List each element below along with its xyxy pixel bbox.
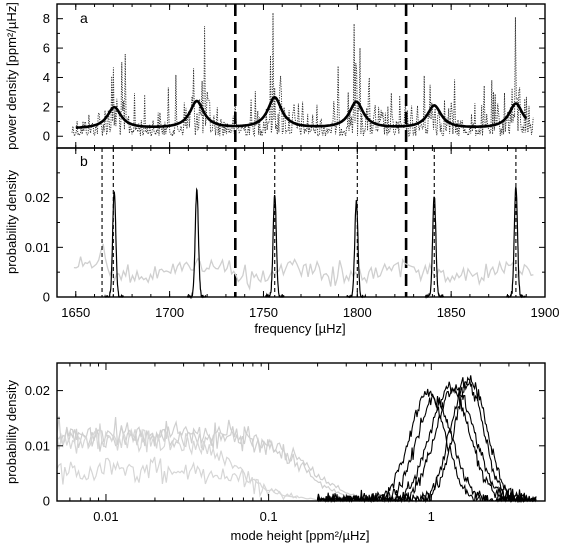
panel-a-letter: a [80,10,88,26]
series-mode-height [316,381,537,504]
series-grey-3 [56,423,298,499]
y-tick-label: 4 [43,70,50,85]
series-grey-probability [73,243,534,291]
y-tick-label: 0.02 [25,383,50,398]
series-fit [75,95,528,129]
panel-c-ylabel: probability density [4,379,19,484]
y-tick-label: 0 [43,290,50,305]
x-tick-label: 1800 [343,305,372,320]
panel-a-ylabel: power density [ppm²/µHz] [4,2,19,150]
series-mode-height [316,376,537,504]
x-tick-label: 1700 [155,305,184,320]
panel-c-frame [56,362,546,502]
x-tick-label: 1750 [249,305,278,320]
x-tick-label: 1900 [531,305,560,320]
series-power-spectrum [71,12,534,138]
y-tick-label: 2 [43,99,50,114]
series-mode-height [317,375,537,504]
x-tick-label: 1650 [61,305,90,320]
y-tick-label: 6 [43,41,50,56]
series-grey-2 [56,416,356,498]
series-grey-4 [56,456,317,501]
y-tick-label: 0.01 [25,240,50,255]
y-tick-label: 0.01 [25,438,50,453]
series-grey-1 [56,420,366,499]
x-tick-label: 0.01 [93,509,118,524]
mode-peak [186,187,207,300]
y-tick-label: 0 [43,129,50,144]
panel-b-xlabel: frequency [µHz] [254,321,345,336]
x-tick-label: 0.1 [260,509,278,524]
panel-b-letter: b [80,153,88,169]
panel-c: 0.01 0.1 1 0 0.01 0.02 probability density mode… [4,362,546,543]
x-tick-label: 1850 [437,305,466,320]
x-tick-label: 1 [428,509,435,524]
panel-b: 1650 1700 1750 1800 1850 1900 0 0.01 0.02 b probab… [4,147,560,336]
panel-b-ylabel: probability density [4,169,19,274]
y-tick-label: 0 [43,494,50,509]
mode-peak [346,199,367,299]
panel-c-xlabel: mode height [ppm²/µHz] [231,528,370,543]
y-tick-label: 0.02 [25,190,50,205]
y-tick-label: 8 [43,11,50,26]
panel-a: 0 2 4 6 8 a power density [ppm²/µHz] [4,2,546,297]
